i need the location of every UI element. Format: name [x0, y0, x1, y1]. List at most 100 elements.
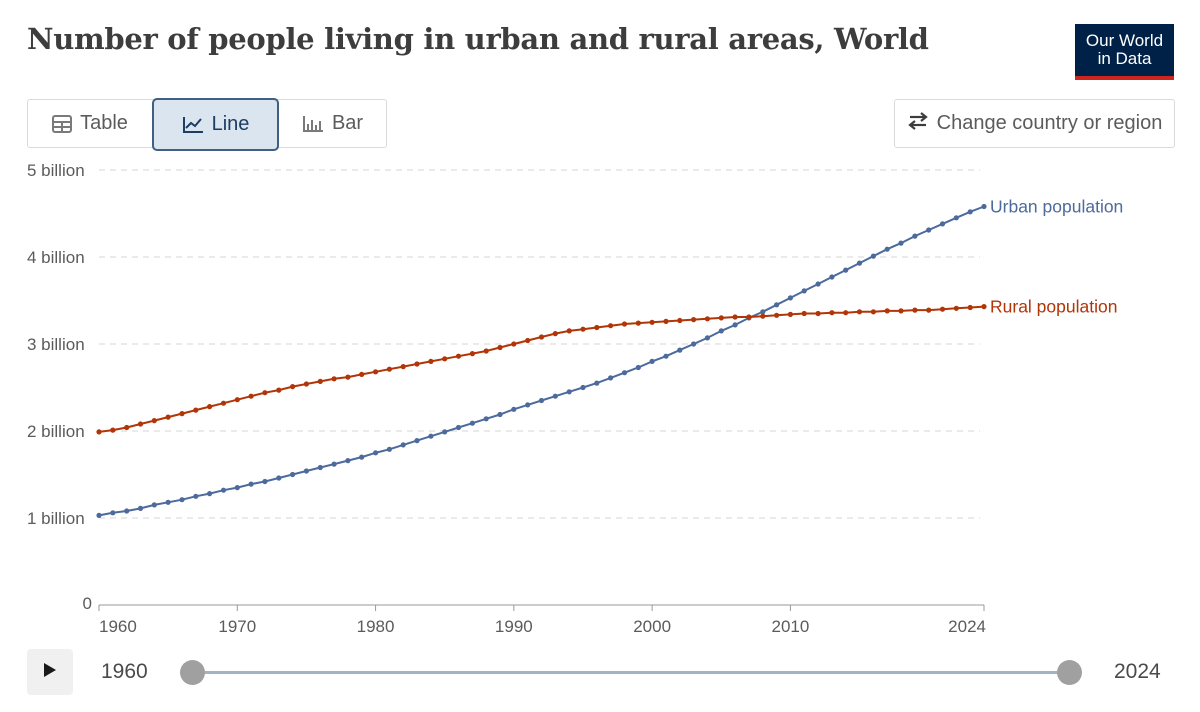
rural-data-point: [248, 393, 254, 399]
rural-data-point: [635, 320, 641, 326]
urban-data-point: [442, 429, 448, 435]
rural-data-point: [359, 371, 365, 377]
urban-data-point: [207, 491, 213, 497]
rural-data-point: [234, 397, 240, 403]
bar-chart-icon: [302, 115, 324, 133]
urban-data-point: [801, 288, 807, 294]
urban-data-point: [345, 458, 351, 464]
urban-data-point: [110, 510, 116, 516]
timeline-end-handle[interactable]: [1057, 660, 1082, 685]
change-country-label: Change country or region: [936, 112, 1163, 134]
timeline-end-label: 2024: [1114, 660, 1161, 683]
rural-data-point: [898, 308, 904, 314]
x-tick-label: 1960: [99, 617, 137, 636]
urban-data-point: [525, 402, 531, 408]
rural-data-point: [400, 364, 406, 370]
urban-data-point: [124, 508, 130, 514]
rural-data-point: [317, 378, 323, 384]
urban-data-point: [497, 411, 503, 418]
rural-data-point: [829, 310, 835, 316]
urban-data-point: [469, 420, 475, 426]
urban-data-point: [774, 302, 780, 308]
rural-data-point: [276, 387, 282, 393]
urban-data-point: [483, 416, 489, 422]
rural-data-point: [455, 353, 462, 359]
urban-data-point: [926, 227, 932, 233]
y-tick-label: 3 billion: [27, 335, 85, 354]
chart-title: Number of people living in urban and rur…: [27, 22, 929, 56]
urban-data-point: [594, 380, 600, 386]
tab-table-label: Table: [80, 112, 128, 134]
rural-data-point: [469, 351, 475, 357]
urban-data-point: [704, 335, 711, 341]
rural-data-point: [649, 319, 655, 325]
x-tick-label: 2010: [771, 617, 809, 636]
rural-data-point: [856, 309, 863, 315]
timeline: 1960 2024: [0, 644, 1200, 700]
urban-series-label: Urban population: [990, 197, 1123, 217]
x-tick-label: 1980: [357, 617, 395, 636]
rural-data-point: [373, 369, 379, 375]
rural-data-point: [124, 424, 130, 431]
rural-data-point: [746, 314, 752, 320]
rural-data-point: [843, 310, 849, 316]
tab-line-label: Line: [211, 113, 250, 135]
line-chart-icon: [182, 116, 204, 134]
line-chart: 0 1 billion 2 billion 3 billion 4 billion 5 b…: [27, 161, 1123, 636]
change-country-button[interactable]: Change country or region: [894, 99, 1175, 148]
rural-data-point: [442, 356, 448, 362]
urban-data-point: [732, 322, 738, 328]
urban-data-point: [276, 475, 282, 481]
rural-data-point: [981, 304, 987, 310]
urban-data-point: [538, 397, 545, 404]
rural-data-point: [912, 307, 918, 313]
view-tabs: Table Line Bar: [27, 98, 387, 151]
tab-bar-label: Bar: [331, 112, 364, 134]
urban-data-point: [829, 274, 835, 280]
rural-data-point: [414, 361, 420, 367]
rural-data-point: [663, 318, 669, 324]
rural-data-point: [151, 418, 157, 424]
urban-data-point: [815, 281, 821, 287]
timeline-track[interactable]: [193, 671, 1070, 674]
urban-data-point: [787, 295, 794, 301]
rural-data-point: [165, 414, 171, 420]
rural-data-point: [953, 305, 959, 311]
rural-data-point: [483, 348, 489, 354]
urban-data-point: [649, 358, 655, 364]
rural-data-point: [538, 334, 545, 340]
urban-data-point: [386, 446, 392, 452]
logo-line-1: Our World: [1085, 31, 1164, 50]
owid-logo[interactable]: Our World in Data: [1075, 24, 1174, 80]
tab-line[interactable]: Line: [152, 98, 279, 151]
timeline-start-handle[interactable]: [180, 660, 205, 685]
urban-data-point: [580, 384, 586, 391]
urban-data-point: [373, 450, 379, 456]
urban-data-point: [96, 512, 102, 519]
rural-data-point: [677, 317, 683, 324]
rural-data-point: [552, 331, 558, 337]
urban-data-point: [760, 309, 766, 315]
urban-data-point: [621, 370, 628, 376]
rural-data-point: [137, 421, 144, 427]
rural-data-point: [718, 315, 724, 321]
rural-series-label: Rural population: [990, 297, 1117, 317]
urban-data-point: [262, 478, 268, 485]
rural-data-point: [511, 341, 517, 347]
rural-data-point: [96, 429, 102, 435]
tab-table[interactable]: Table: [28, 100, 152, 147]
rural-data-point: [760, 313, 766, 319]
rural-data-point: [386, 366, 392, 372]
x-tick-label: 2000: [633, 617, 671, 636]
swap-arrows-icon: [907, 111, 929, 136]
table-icon: [52, 114, 73, 133]
rural-data-point: [704, 316, 711, 322]
urban-data-point: [193, 493, 199, 499]
play-icon: [43, 662, 57, 683]
rural-data-point: [939, 306, 946, 312]
rural-data-point: [580, 326, 586, 332]
play-button[interactable]: [27, 649, 73, 695]
rural-data-point: [594, 324, 600, 331]
x-tick-label: 1990: [495, 617, 533, 636]
tab-bar[interactable]: Bar: [279, 100, 386, 147]
